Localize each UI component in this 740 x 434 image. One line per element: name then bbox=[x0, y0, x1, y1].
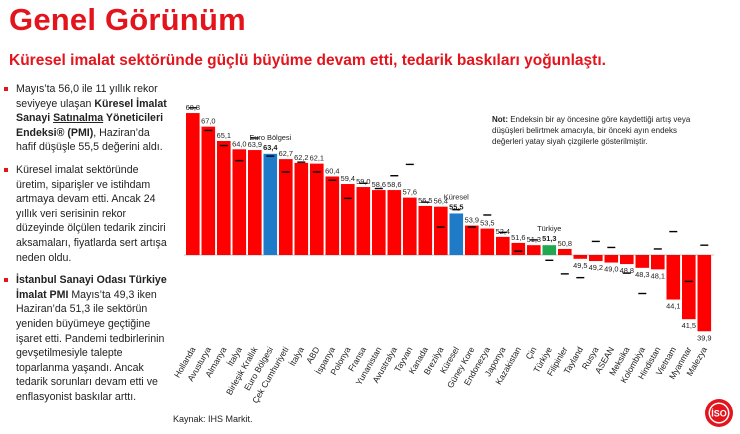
bar-30 bbox=[651, 255, 665, 270]
bar-13 bbox=[387, 190, 402, 255]
value-label-2: 65,1 bbox=[217, 131, 231, 140]
iso-logo: İSO bbox=[705, 399, 733, 427]
source-text: Kaynak: IHS Markit. bbox=[173, 414, 253, 424]
value-label-16: 56,4 bbox=[434, 197, 448, 206]
bar-15 bbox=[418, 205, 433, 255]
value-label-28: 48,8 bbox=[620, 266, 634, 275]
value-label-7: 62,2 bbox=[294, 153, 308, 162]
callout-label-2: Türkiye bbox=[537, 224, 561, 233]
bullet-marker bbox=[4, 167, 8, 172]
bar-20 bbox=[496, 236, 510, 255]
bar-11 bbox=[356, 187, 371, 255]
chart-note: Not: Endeksin bir ay öncesine göre kayde… bbox=[492, 114, 704, 147]
value-label-14: 57,6 bbox=[403, 188, 417, 197]
value-label-30: 48,1 bbox=[651, 271, 665, 280]
bullet-item-global-manufacturing: Küresel imalat sektöründe üretim, sipari… bbox=[3, 163, 171, 265]
bar-21 bbox=[511, 242, 526, 255]
value-label-25: 49,5 bbox=[573, 261, 587, 270]
bullet-bold-text: İstanbul Sanayi Odası Türkiye İmalat PMI bbox=[16, 274, 167, 301]
callout-value-0: 63,4 bbox=[263, 143, 278, 152]
bar-10 bbox=[341, 184, 355, 255]
value-label-29: 48,3 bbox=[635, 270, 649, 279]
page-subtitle: Küresel imalat sektöründe güçlü büyüme d… bbox=[9, 52, 606, 69]
bullet-text: Küresel imalat sektöründe üretim, sipari… bbox=[16, 163, 167, 264]
bullet-item-global-pmi: Mayıs’ta 56,0 ile 11 yıllık rekor seviye… bbox=[3, 82, 171, 155]
callout-value-1: 55,5 bbox=[449, 202, 463, 211]
value-label-22: 51,3 bbox=[527, 235, 541, 244]
bar-19 bbox=[480, 228, 495, 255]
value-label-6: 62,7 bbox=[279, 149, 293, 158]
note-label: Not: bbox=[492, 115, 508, 124]
bar-32 bbox=[682, 255, 696, 320]
bullet-text: Mayıs’ta 56,0 ile 11 yıllık rekor seviye… bbox=[16, 83, 158, 110]
value-label-9: 60,4 bbox=[325, 166, 339, 175]
bullet-marker bbox=[4, 278, 8, 283]
value-label-18: 53,9 bbox=[465, 216, 479, 225]
note-text: Endeksin bir ay öncesine göre kaydettiği… bbox=[492, 115, 691, 146]
bar-25 bbox=[573, 255, 588, 259]
value-label-8: 62,1 bbox=[310, 154, 324, 163]
bar-17 bbox=[449, 213, 464, 255]
bar-7 bbox=[294, 162, 309, 255]
bar-33 bbox=[697, 255, 712, 332]
bar-0 bbox=[186, 113, 200, 255]
value-label-31: 44,1 bbox=[666, 302, 680, 311]
value-label-33: 39,9 bbox=[697, 333, 711, 342]
bar-9 bbox=[325, 176, 340, 255]
bar-5 bbox=[263, 153, 278, 255]
bullet-marker bbox=[4, 87, 8, 91]
value-label-27: 49,0 bbox=[604, 265, 618, 274]
callout-label-0: Euro Bölgesi bbox=[249, 133, 291, 142]
value-label-12: 58,6 bbox=[372, 180, 386, 189]
value-label-13: 58,6 bbox=[387, 180, 401, 189]
bar-3 bbox=[232, 149, 247, 255]
value-label-21: 51,6 bbox=[511, 233, 525, 242]
bullet-item-turkey-pmi: İstanbul Sanayi Odası Türkiye İmalat PMI… bbox=[3, 273, 171, 404]
value-label-3: 64,0 bbox=[232, 139, 246, 148]
bar-23 bbox=[542, 245, 557, 255]
bar-26 bbox=[589, 255, 603, 262]
value-label-24: 50,8 bbox=[558, 239, 572, 248]
callout-value-2: 51,3 bbox=[542, 234, 556, 243]
bar-31 bbox=[666, 255, 681, 300]
callout-label-1: Küresel bbox=[444, 192, 469, 201]
bar-1 bbox=[201, 126, 216, 256]
bar-24 bbox=[558, 248, 572, 255]
value-label-4: 63,9 bbox=[248, 140, 262, 149]
bullet-bold-text: Küresel İmalat Sanayi bbox=[16, 97, 167, 125]
page-title: Genel Görünüm bbox=[9, 2, 246, 37]
value-label-1: 67,0 bbox=[201, 117, 215, 126]
bar-4 bbox=[248, 150, 262, 255]
value-label-20: 52,4 bbox=[496, 227, 510, 236]
value-label-11: 59,0 bbox=[356, 177, 370, 186]
bar-22 bbox=[527, 245, 541, 255]
bar-6 bbox=[279, 159, 293, 255]
bar-16 bbox=[434, 206, 448, 255]
bar-27 bbox=[604, 255, 619, 263]
bullet-list: Mayıs’ta 56,0 ile 11 yıllık rekor seviye… bbox=[3, 82, 171, 412]
category-label-7: İtalya bbox=[287, 345, 306, 368]
bar-18 bbox=[465, 225, 479, 255]
bar-8 bbox=[310, 163, 324, 255]
bar-29 bbox=[635, 255, 650, 268]
bullet-bold-text: Yöneticileri Endeksi® (PMI) bbox=[16, 112, 164, 139]
bullet-underlined-text: Satınalma bbox=[53, 112, 104, 125]
value-label-0: 68,8 bbox=[186, 103, 200, 112]
value-label-32: 41,5 bbox=[682, 321, 696, 330]
bar-28 bbox=[620, 255, 634, 265]
value-label-15: 56,5 bbox=[418, 196, 432, 205]
bullet-text: Mayıs’ta 49,3 iken Haziran’da 51,3 ile s… bbox=[16, 288, 165, 403]
bullet-text: , Haziran’da hafif düşüşle 55,5 değerini… bbox=[16, 126, 163, 154]
svg-text:İSO: İSO bbox=[711, 408, 727, 418]
bar-2 bbox=[217, 140, 231, 255]
value-label-10: 59,4 bbox=[341, 174, 355, 183]
bar-12 bbox=[372, 190, 386, 255]
bar-14 bbox=[403, 197, 417, 255]
value-label-26: 49,2 bbox=[589, 263, 603, 272]
value-label-19: 53,5 bbox=[480, 219, 494, 228]
